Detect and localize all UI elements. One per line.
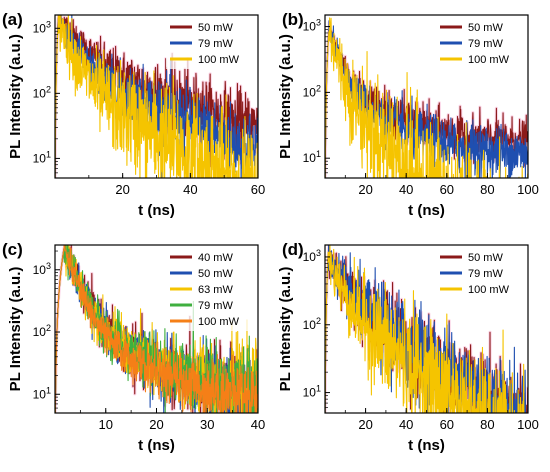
legend-entry: 79 mW (198, 38, 233, 50)
legend-entry: 50 mW (468, 22, 503, 34)
y-axis-title: PL Intensity (a.u.) (277, 267, 294, 392)
x-tick-label: 20 (358, 182, 372, 197)
y-tick-label: 102 (303, 83, 321, 99)
legend-entry: 50 mW (198, 22, 233, 34)
legend-entry: 79 mW (198, 300, 233, 312)
y-tick-label: 101 (303, 149, 321, 165)
y-axis-title: PL Intensity (a.u.) (7, 267, 24, 392)
plot-area (325, 17, 528, 178)
legend: 50 mW 79 mW 100 mW (166, 17, 256, 69)
legend-entry: 100 mW (468, 54, 510, 66)
x-tick-label: 60 (440, 417, 454, 432)
y-tick-label: 103 (33, 261, 51, 277)
x-tick-label: 60 (251, 182, 265, 197)
panel-label: (d) (282, 240, 304, 259)
legend-entry: 79 mW (468, 268, 503, 280)
legend: 50 mW 79 mW 100 mW (436, 247, 526, 299)
y-tick-label: 101 (33, 385, 51, 401)
x-tick-label: 40 (399, 417, 413, 432)
panel-d: 20 40 60 80 100 101 102 103 t (ns) PL Intensity (… (277, 240, 539, 454)
legend-entry: 40 mW (198, 252, 233, 264)
y-tick-label: 102 (33, 323, 51, 339)
x-tick-label: 20 (115, 182, 129, 197)
legend-entry: 63 mW (198, 284, 233, 296)
y-tick-label: 102 (33, 84, 51, 100)
x-tick-label: 80 (480, 417, 494, 432)
x-tick-label: 10 (99, 417, 113, 432)
x-tick-label: 100 (517, 182, 539, 197)
y-axis-title: PL Intensity (a.u.) (277, 34, 294, 159)
x-axis-title: t (ns) (138, 437, 175, 454)
panel-c: 10 20 30 40 101 102 103 t (ns) PL Intensity (a.u… (2, 240, 265, 454)
x-tick-label: 40 (251, 417, 265, 432)
panel-label: (a) (2, 10, 23, 29)
y-tick-label: 101 (303, 384, 321, 400)
series-100-mw-trace (325, 245, 525, 413)
panel-label: (c) (2, 240, 23, 259)
plot-area (55, 15, 258, 178)
y-tick-label: 102 (303, 316, 321, 332)
legend-entry: 100 mW (198, 54, 240, 66)
legend-entry: 50 mW (468, 252, 503, 264)
x-axis-title: t (ns) (408, 437, 445, 454)
x-tick-label: 60 (440, 182, 454, 197)
legend-entry: 100 mW (468, 284, 510, 296)
y-tick-label: 103 (33, 19, 51, 35)
legend-entry: 50 mW (198, 268, 233, 280)
legend: 50 mW 79 mW 100 mW (436, 17, 526, 69)
panel-b: 20 40 60 80 100 101 102 103 t (ns) PL Intensity (… (277, 10, 539, 219)
y-tick-label: 103 (303, 248, 321, 264)
series-100-mw-trace (325, 17, 528, 178)
y-tick-label: 103 (303, 18, 321, 34)
y-tick-label: 101 (33, 149, 51, 165)
y-axis-title: PL Intensity (a.u.) (7, 34, 24, 159)
x-tick-label: 30 (200, 417, 214, 432)
legend-entry: 100 mW (198, 316, 240, 328)
x-tick-label: 20 (149, 417, 163, 432)
legend-entry: 79 mW (468, 38, 503, 50)
panel-label: (b) (282, 10, 304, 29)
series-100-mw-trace (55, 15, 258, 178)
x-tick-label: 100 (517, 417, 539, 432)
series-100-mw-trace (55, 245, 258, 413)
legend: 40 mW 50 mW 63 mW 79 mW 100 mW (166, 247, 256, 331)
x-tick-label: 40 (399, 182, 413, 197)
plot-area (55, 245, 258, 413)
x-tick-label: 80 (480, 182, 494, 197)
x-axis-title: t (ns) (138, 202, 175, 219)
x-tick-label: 20 (358, 417, 372, 432)
plot-area (325, 245, 528, 413)
x-tick-label: 40 (183, 182, 197, 197)
x-axis-title: t (ns) (408, 202, 445, 219)
panel-a: 20 40 60 101 102 103 t (ns) PL Intensity (a.u.)… (2, 10, 265, 219)
